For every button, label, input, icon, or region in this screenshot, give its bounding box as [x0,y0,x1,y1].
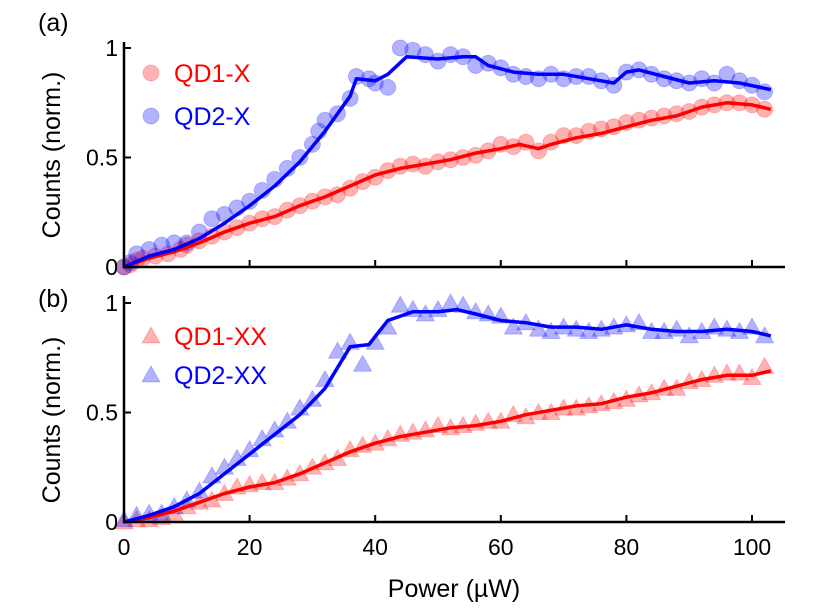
legend-marker-qd2-xx [141,364,161,383]
qd2-x-point-15 [291,149,309,166]
legend-label-qd1-x: QD1-X [174,60,251,88]
panel-a-ylabel: Counts (norm.) [38,72,66,239]
qd2-x-fit-line [123,55,772,269]
panel-a: (a) 00.51 QD1-X QD2-X Counts (norm.) [38,9,785,280]
y-tick-label-0: 0 [105,254,118,280]
x-tick-label-20: 20 [237,534,263,560]
qd1-xx-point-49 [729,363,750,381]
y-tick-label-1: 1 [105,35,118,61]
qd2-xx-point-34 [541,321,561,339]
qd2-x-point-24 [379,78,397,96]
x-tick-label-100: 100 [733,534,771,560]
panel-b-label: (b) [38,285,69,313]
panel-b-legend: QD1-XX QD2-XX [141,323,267,390]
panel-b-ticks: 0 20 40 60 80 100 0 0.5 1 [86,290,771,560]
qd2-xx-point-37 [578,321,599,339]
qd2-xx-point-31 [503,317,524,335]
qd2-x-point-8 [203,210,221,228]
qd2-xx-point-44 [666,319,687,337]
legend-marker-qd2-x [142,107,160,125]
legend-label-qd1-xx: QD1-XX [174,323,267,351]
y-tick-label-0: 0 [105,509,118,535]
qd2-xx-point-22 [390,295,411,313]
qd2-xx-point-45 [679,325,700,344]
qd2-xx-point-33 [528,319,549,337]
y-tick-label-1: 1 [105,290,118,316]
x-tick-label-0: 0 [118,534,131,560]
x-axis-label: Power (µW) [388,575,520,603]
y-tick-label-0.5: 0.5 [86,400,118,426]
y-tick-label-0.5: 0.5 [86,145,118,171]
x-tick-label-40: 40 [362,534,388,560]
panel-b-series [114,292,775,530]
panel-b-ylabel: Counts (norm.) [38,337,66,504]
panel-a-series [115,39,774,276]
qd1-x-fit-line [123,101,772,269]
panel-a-axes: 00.51 [86,35,785,280]
panel-a-legend: QD1-X QD2-X [142,60,251,131]
legend-marker-qd1-xx [141,325,161,344]
legend-marker-qd1-x [142,64,160,82]
qd2-xx-fit-line [123,307,772,524]
qd1-xx-fit-line [123,369,772,524]
panel-a-label: (a) [38,9,69,37]
x-tick-label-60: 60 [488,534,514,560]
legend-label-qd2-xx: QD2-XX [174,362,267,390]
legend-label-qd2-x: QD2-X [174,103,251,131]
panel-b: (b) 0 20 40 60 80 100 0 0.5 1 QD1-XX QD2-XX Coun… [38,285,785,603]
qd2-xx-point-17 [327,341,348,359]
panel-b-axes: 0 20 40 60 80 100 0 0.5 1 [86,290,785,560]
qd2-x-point-25 [391,39,409,57]
qd2-xx-point-19 [352,354,373,372]
x-tick-label-80: 80 [614,534,640,560]
panel-a-ticks: 00.51 [86,35,753,280]
